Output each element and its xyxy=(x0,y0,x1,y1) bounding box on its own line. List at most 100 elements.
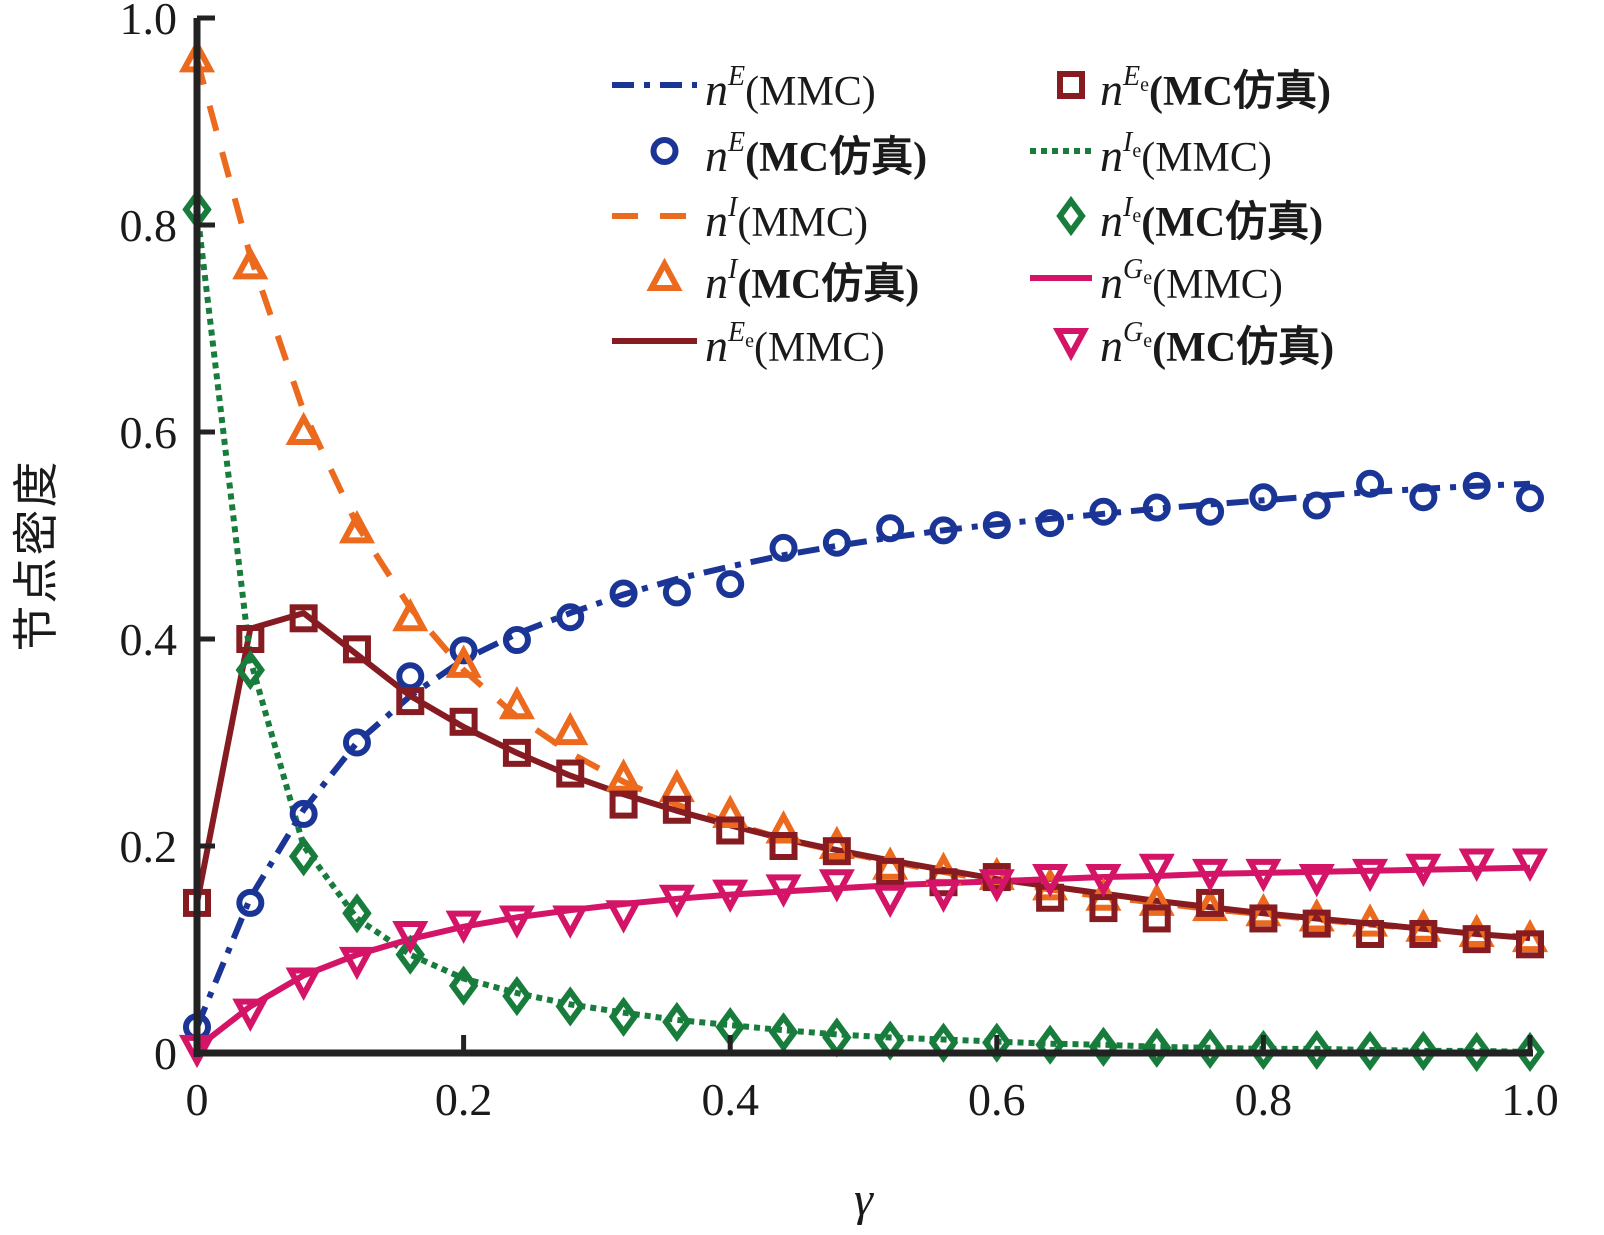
data-point xyxy=(342,728,371,757)
data-point xyxy=(1192,887,1229,922)
data-point xyxy=(1405,853,1442,887)
data-point xyxy=(765,874,802,908)
data-point xyxy=(662,578,691,607)
data-point xyxy=(1409,919,1438,948)
data-point xyxy=(1409,483,1438,512)
data-point xyxy=(1301,1029,1332,1070)
data-point xyxy=(1195,1028,1225,1069)
data-point xyxy=(822,1017,852,1058)
data-point xyxy=(1089,497,1118,526)
series-markers-nemc xyxy=(183,469,1544,1042)
data-point xyxy=(498,905,535,939)
data-point xyxy=(872,884,909,919)
data-point xyxy=(1462,925,1491,954)
legend-entry: nEe(MMC) xyxy=(612,317,885,371)
legend-label: nE(MC仿真) xyxy=(705,127,927,181)
data-point xyxy=(1245,858,1282,893)
data-point xyxy=(872,846,909,880)
data-point xyxy=(1356,919,1385,948)
legend-marker xyxy=(646,257,683,291)
data-point xyxy=(498,685,535,720)
data-point xyxy=(289,604,318,633)
legend-entry: nGe(MC仿真) xyxy=(1052,317,1334,371)
legend: nE(MMC) nE(MC仿真) nI(MMC) nI(MC仿真) nEe(MMC) nE… xyxy=(612,61,1334,371)
axes xyxy=(193,15,1533,1057)
y-tick-label: 0.2 xyxy=(120,821,178,872)
data-point xyxy=(396,687,425,716)
x-tick-label: 0.2 xyxy=(435,1074,493,1125)
data-point xyxy=(289,799,318,828)
data-point xyxy=(978,869,1015,903)
series-markers-ngemc xyxy=(178,848,1549,1069)
y-tick-label: 0.6 xyxy=(120,407,178,458)
legend-entry: nIe(MMC) xyxy=(1030,127,1272,181)
legend-entry: nI(MMC) xyxy=(612,192,868,246)
data-point xyxy=(1142,493,1171,522)
data-point xyxy=(285,411,322,445)
data-point xyxy=(395,934,426,975)
data-point xyxy=(342,635,371,664)
data-point xyxy=(552,711,589,746)
data-point xyxy=(1085,864,1122,898)
data-point xyxy=(662,795,691,824)
data-point xyxy=(1302,909,1331,938)
data-point xyxy=(712,794,749,828)
data-point xyxy=(876,857,905,886)
data-point xyxy=(1249,904,1278,933)
legend-entry: nGe(MMC) xyxy=(1030,254,1283,308)
data-point xyxy=(1032,864,1069,898)
legend-entry: nE(MC仿真) xyxy=(650,127,927,181)
legend-label: nI(MMC) xyxy=(705,192,868,246)
data-point xyxy=(769,533,798,562)
y-tick-label: 0 xyxy=(154,1028,177,1079)
y-tick-label: 0.4 xyxy=(120,614,178,665)
data-point xyxy=(338,946,375,981)
data-point xyxy=(502,626,531,655)
data-point xyxy=(445,910,482,944)
data-point xyxy=(716,570,745,599)
data-point xyxy=(1302,491,1331,520)
data-point xyxy=(1138,882,1175,916)
data-point xyxy=(818,825,855,859)
data-point xyxy=(609,579,638,608)
data-point xyxy=(285,967,322,1001)
data-point xyxy=(232,998,269,1032)
data-point xyxy=(1462,471,1491,500)
series-markers xyxy=(178,39,1549,1073)
data-point xyxy=(288,836,319,877)
data-point xyxy=(392,920,429,955)
data-point xyxy=(1142,904,1171,933)
data-point xyxy=(876,514,905,543)
data-point xyxy=(556,759,585,788)
data-point xyxy=(609,790,638,819)
legend-marker xyxy=(1056,195,1086,237)
legend-label: nE(MMC) xyxy=(705,61,876,115)
data-point xyxy=(1511,918,1549,953)
data-point xyxy=(605,900,642,934)
data-point xyxy=(769,832,798,860)
data-point xyxy=(1142,1027,1172,1068)
data-point xyxy=(928,1022,959,1063)
data-point xyxy=(1516,484,1544,513)
data-point xyxy=(232,246,269,280)
legend-label: nIe(MMC) xyxy=(1100,127,1272,181)
data-point xyxy=(822,837,851,866)
data-point xyxy=(449,636,478,665)
y-tick-label: 1.0 xyxy=(120,0,178,44)
legend-label: nEe(MMC) xyxy=(705,317,885,371)
data-point xyxy=(765,810,802,844)
data-point xyxy=(1461,1031,1492,1073)
data-point xyxy=(235,649,266,691)
legend-label: nEe(MC仿真) xyxy=(1100,61,1331,115)
data-point xyxy=(662,1001,692,1043)
data-point xyxy=(982,511,1011,540)
data-point xyxy=(608,996,639,1037)
data-point xyxy=(502,738,531,767)
data-point xyxy=(1405,908,1442,942)
data-point xyxy=(1196,497,1225,526)
data-point xyxy=(1516,930,1544,959)
legend-label: nGe(MMC) xyxy=(1100,254,1283,308)
legend-entry: nI(MC仿真) xyxy=(646,254,919,308)
data-point xyxy=(392,598,429,632)
legend-entry: nEe(MC仿真) xyxy=(1057,61,1331,115)
